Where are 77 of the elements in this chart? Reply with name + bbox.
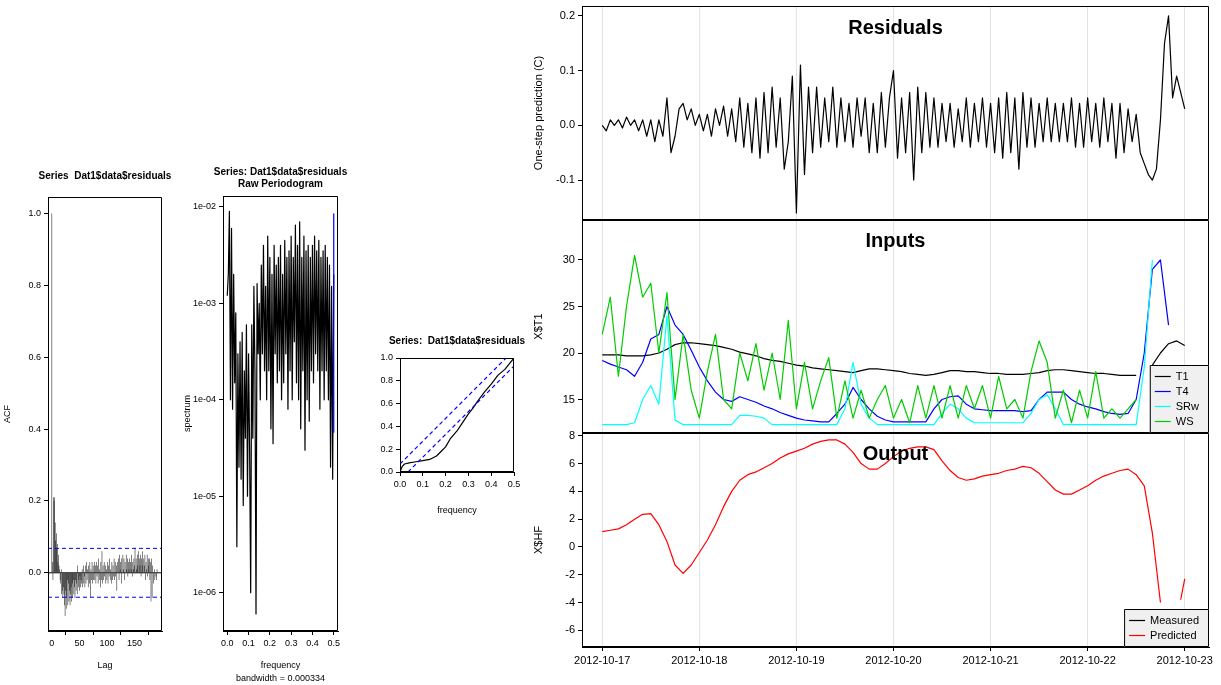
chart-title: Series: Dat1$data$residuals bbox=[388, 334, 526, 346]
y-tick-label: 0.6 bbox=[28, 351, 41, 362]
legend-label: Measured bbox=[1150, 613, 1200, 626]
chart-title: Inputs bbox=[865, 228, 926, 251]
y-tick-label: 1e-03 bbox=[192, 297, 216, 308]
x-axis-title: frequency bbox=[437, 505, 478, 516]
x-tick-label: 2012-10-23 bbox=[1156, 653, 1213, 666]
x-tick-label: 2012-10-22 bbox=[1059, 653, 1116, 666]
x-tick-label: 0.0 bbox=[221, 637, 234, 648]
y-axis-title: One-step prediction (C) bbox=[531, 55, 544, 171]
x-tick-label: 0 bbox=[49, 637, 55, 648]
x-tick-label: 2012-10-20 bbox=[865, 653, 922, 666]
x-tick-label: 2012-10-21 bbox=[962, 653, 1019, 666]
y-tick-label: 1e-02 bbox=[192, 201, 216, 212]
x-tick-label: 2012-10-19 bbox=[768, 653, 825, 666]
y-tick-label: 0.0 bbox=[380, 466, 393, 477]
y-tick-label: 15 bbox=[562, 392, 575, 405]
y-tick-label: 20 bbox=[562, 346, 575, 359]
x-tick-label: 0.2 bbox=[439, 478, 452, 489]
x-tick-label: 0.0 bbox=[393, 478, 407, 489]
y-tick-label: 0.0 bbox=[28, 567, 41, 578]
y-axis-title: ACF bbox=[1, 404, 12, 423]
x-tick-label: 150 bbox=[126, 637, 142, 648]
text: bandwidth = 0.000334 bbox=[236, 672, 325, 683]
y-tick-label: -4 bbox=[565, 595, 575, 608]
y-tick-label: 1e-04 bbox=[192, 394, 216, 405]
x-tick-label: 0.5 bbox=[507, 478, 521, 489]
y-tick-label: 1e-05 bbox=[192, 490, 216, 501]
y-tick-label: 0 bbox=[568, 539, 575, 552]
y-axis-title: X$HF bbox=[531, 525, 544, 555]
y-tick-label: 0.8 bbox=[28, 279, 41, 290]
y-tick-label: 1.0 bbox=[28, 208, 41, 219]
legend-label: T1 bbox=[1175, 369, 1189, 382]
y-tick-label: 0.8 bbox=[380, 375, 393, 386]
x-tick-label: 2012-10-18 bbox=[671, 653, 728, 666]
y-tick-label: -6 bbox=[565, 623, 575, 636]
x-tick-label: 0.3 bbox=[462, 478, 475, 489]
x-tick-label: 50 bbox=[74, 637, 85, 648]
x-tick-label: 0.1 bbox=[416, 478, 430, 489]
y-tick-label: 0.4 bbox=[28, 423, 41, 434]
y-tick-label: 2 bbox=[568, 512, 575, 525]
y-tick-label: 0.2 bbox=[559, 8, 575, 21]
y-tick-label: 25 bbox=[562, 299, 575, 312]
legend-label: Predicted bbox=[1150, 628, 1197, 641]
x-tick-label: 0.4 bbox=[484, 478, 498, 489]
chart-title: Series Dat1$data$residuals bbox=[38, 169, 172, 181]
y-tick-label: 6 bbox=[568, 456, 575, 469]
y-tick-label: 8 bbox=[568, 428, 575, 441]
y-tick-label: 0.2 bbox=[380, 443, 393, 454]
y-tick-label: 1.0 bbox=[380, 352, 393, 363]
x-tick-label: 0.1 bbox=[242, 637, 255, 648]
x-tick-label: 0.4 bbox=[306, 637, 319, 648]
x-axis-title: frequency bbox=[260, 660, 301, 671]
text: Residuals bbox=[848, 15, 943, 38]
x-axis-title: Lag bbox=[97, 660, 113, 671]
x-tick-label: 0.3 bbox=[284, 637, 298, 648]
legend-label: T4 bbox=[1175, 384, 1189, 397]
x-tick-label: 0.2 bbox=[263, 637, 277, 648]
y-tick-label: 0.2 bbox=[28, 495, 41, 506]
x-tick-label: 2012-10-17 bbox=[574, 653, 631, 666]
x-tick-label: 100 bbox=[99, 637, 115, 648]
y-axis-title: spectrum bbox=[181, 394, 192, 433]
y-tick-label: 0.4 bbox=[380, 420, 393, 431]
y-axis-title: X$T1 bbox=[531, 313, 544, 340]
y-tick-label: -2 bbox=[565, 567, 575, 580]
y-tick-label: 1e-06 bbox=[192, 587, 216, 598]
x-tick-label: 0.5 bbox=[327, 637, 340, 648]
y-tick-label: 0.0 bbox=[559, 118, 575, 131]
y-tick-label: 0.1 bbox=[559, 63, 575, 76]
y-tick-label: 4 bbox=[568, 484, 575, 497]
y-tick-label: 30 bbox=[562, 253, 575, 266]
chart-subtitle: Raw Periodogram bbox=[237, 177, 324, 189]
y-tick-label: 0.6 bbox=[380, 398, 393, 409]
legend-label: WS bbox=[1175, 414, 1194, 427]
chart-title: Series: Dat1$data$residuals bbox=[213, 165, 348, 177]
legend-label: SRw bbox=[1175, 399, 1200, 412]
y-tick-label: -0.1 bbox=[556, 173, 575, 186]
